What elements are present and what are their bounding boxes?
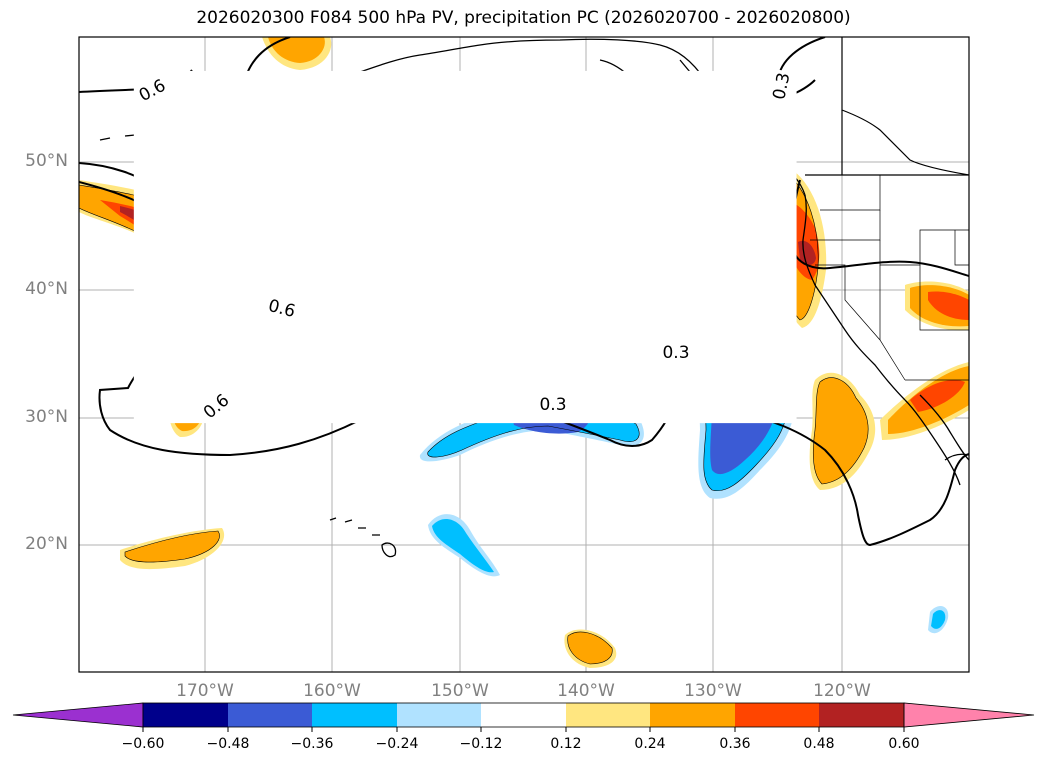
colorbar-tick: −0.24 xyxy=(375,736,419,752)
colorbar xyxy=(12,702,1035,732)
contour-label-4: 0.3 xyxy=(539,395,566,415)
colorbar-extend-max xyxy=(903,702,1035,728)
lat-label-40n: 40°N xyxy=(25,279,68,299)
lat-label-50n: 50°N xyxy=(25,151,68,171)
map-frame xyxy=(78,36,970,673)
contour-label-3: 0.3 xyxy=(662,343,689,363)
lon-label-140w: 140°W xyxy=(557,681,615,701)
colorbar-extend-min xyxy=(12,702,144,728)
borders xyxy=(805,37,969,176)
colorbar-tick: 0.60 xyxy=(888,736,920,752)
lon-label-170w: 170°W xyxy=(176,681,234,701)
colorbar-tick: −0.12 xyxy=(459,736,503,752)
colorbar-tick: −0.48 xyxy=(206,736,250,752)
lon-label-150w: 150°W xyxy=(431,681,489,701)
colorbar-tick: 0.12 xyxy=(550,736,582,752)
lat-label-30n: 30°N xyxy=(25,407,68,427)
lon-label-160w: 160°W xyxy=(303,681,361,701)
lat-label-20n: 20°N xyxy=(25,534,68,554)
chart-title: 2026020300 F084 500 hPa PV, precipitatio… xyxy=(196,8,851,28)
lon-label-120w: 120°W xyxy=(813,681,871,701)
colorbar-tick: 0.24 xyxy=(634,736,666,752)
colorbar-tick: −0.36 xyxy=(290,736,334,752)
state-borders xyxy=(810,175,969,381)
colorbar-tick: 0.48 xyxy=(803,736,835,752)
lon-label-130w: 130°W xyxy=(684,681,742,701)
colorbar-tick: −0.60 xyxy=(121,736,165,752)
colorbar-tick: 0.36 xyxy=(719,736,751,752)
